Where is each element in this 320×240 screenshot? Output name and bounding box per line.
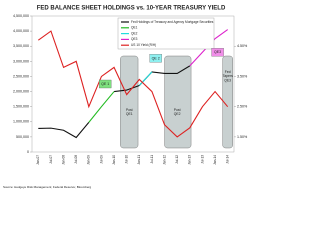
period-shade (120, 55, 139, 149)
x-tick-label: Jul-14 (226, 155, 230, 164)
series-line (138, 71, 153, 86)
x-tick-label: Jul-11 (150, 155, 154, 164)
x-tick-label: Jan-09 (87, 155, 91, 165)
y-tick-label: 1,000,000 (13, 120, 29, 124)
legend-label: QE1 (131, 26, 138, 30)
annotation: QE3 (214, 50, 221, 54)
annotation: QE 2 (152, 56, 160, 60)
chart-title: FED BALANCE SHEET HOLDINGS vs. 10-YEAR T… (37, 6, 226, 12)
period-shade (222, 55, 233, 149)
series-line (88, 91, 115, 123)
y-tick-label: 3,000,000 (13, 59, 29, 63)
plot-frame (31, 15, 235, 153)
y-tick-label: 4,000,000 (13, 29, 29, 33)
x-tick-label: Jan-14 (213, 155, 217, 165)
y-tick-label: 4,500,000 (13, 14, 29, 18)
x-tick-label: Jul-12 (175, 155, 179, 164)
x-tick-label: Jul-08 (74, 155, 78, 164)
x-tick-label: Jul-09 (99, 155, 103, 164)
legend-box (117, 17, 215, 50)
legend: Fed Holdings of Treasury and Agency Mort… (117, 17, 215, 50)
x-tick-label: Jan-11 (137, 155, 141, 165)
legend-label: QE2 (131, 31, 138, 35)
x-tick-label: Jan-13 (188, 155, 192, 165)
y-tick-label: 2,500,000 (13, 74, 29, 78)
y2-tick-label: 4.50% (237, 44, 248, 48)
x-tick-label: Jul-13 (200, 155, 204, 164)
y2-tick-label: 1.50% (237, 135, 248, 139)
legend-label: US 10 Yield (R/H) (131, 43, 156, 47)
chart: FED BALANCE SHEET HOLDINGS vs. 10-YEAR T… (3, 5, 248, 189)
x-tick-label: Jan-10 (112, 155, 116, 165)
annotation: QE 1 (101, 82, 109, 86)
y2-tick-label: 2.50% (237, 105, 248, 109)
y2-tick-label: 3.50% (237, 74, 248, 78)
y-tick-label: 2,000,000 (13, 90, 29, 94)
annotation-box (99, 79, 112, 89)
annotation: Fed Tapers QE3 (223, 70, 233, 82)
period-shade (164, 55, 192, 149)
y-tick-label: 3,500,000 (13, 44, 29, 48)
annotation-box (149, 54, 162, 63)
annotation: Post QE1 (126, 108, 133, 116)
annotation-box (211, 48, 224, 57)
y-tick-label: 0 (27, 150, 29, 154)
series-line (37, 30, 229, 138)
x-tick-label: Jul-10 (125, 155, 129, 164)
y-tick-label: 1,500,000 (13, 105, 29, 109)
legend-label: QE3 (131, 37, 138, 41)
x-tick-label: Jan-12 (162, 155, 166, 165)
source: Source: Hedgeye Risk Management; Federal… (3, 185, 92, 189)
x-tick-label: Jan-07 (36, 155, 40, 165)
x-tick-label: Jul-07 (49, 155, 53, 164)
y-tick-label: 500,000 (16, 135, 29, 139)
legend-label: Fed Holdings of Treasury and Agency Mort… (131, 20, 214, 24)
x-tick-label: Jan-08 (61, 155, 65, 165)
annotation: Post QE2 (174, 108, 181, 116)
